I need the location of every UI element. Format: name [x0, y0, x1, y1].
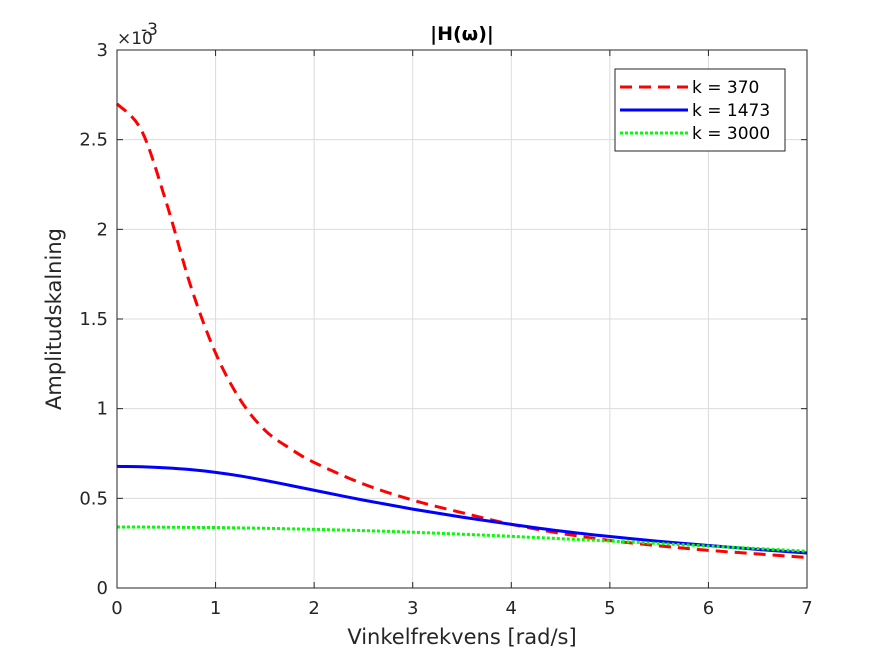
axis-ticks: 0 1 2 3 4 5 6 7 0 0.5 1 1.5 2 2.5 3 — [79, 40, 812, 619]
y-tick-label: 1 — [97, 399, 108, 420]
x-tick-label: 4 — [506, 598, 517, 619]
y-axis-label: Amplitudskalning — [42, 228, 66, 410]
x-tick-label: 3 — [407, 598, 418, 619]
legend-entry-3: k = 3000 — [692, 124, 770, 144]
x-tick-label: 5 — [604, 598, 615, 619]
series-line-2 — [116, 464, 808, 555]
legend-entry-2: k = 1473 — [692, 101, 770, 121]
series-line-1 — [115, 102, 808, 560]
y-tick-label: 2.5 — [79, 130, 108, 151]
x-tick-label: 1 — [210, 598, 221, 619]
legend-entry-1: k = 370 — [692, 78, 759, 98]
y-tick-label: 0 — [97, 578, 108, 599]
y-exponent: -3 — [141, 20, 158, 40]
series-line-3 — [116, 525, 808, 553]
x-tick-label: 0 — [111, 598, 122, 619]
legend: k = 370 k = 1473 k = 3000 — [614, 68, 786, 152]
y-tick-label: 2 — [97, 219, 108, 240]
x-tick-label: 2 — [308, 598, 319, 619]
x-tick-label: 6 — [703, 598, 714, 619]
y-exponent-base: ×10 — [117, 29, 153, 49]
chart-title: |H(ω)| — [430, 23, 494, 45]
y-tick-label: 1.5 — [79, 309, 108, 330]
x-tick-label: 7 — [801, 598, 812, 619]
y-tick-label: 0.5 — [79, 488, 108, 509]
y-tick-label: 3 — [97, 40, 108, 61]
series-curves — [115, 102, 808, 560]
x-axis-label: Vinkelfrekvens [rad/s] — [347, 625, 576, 649]
